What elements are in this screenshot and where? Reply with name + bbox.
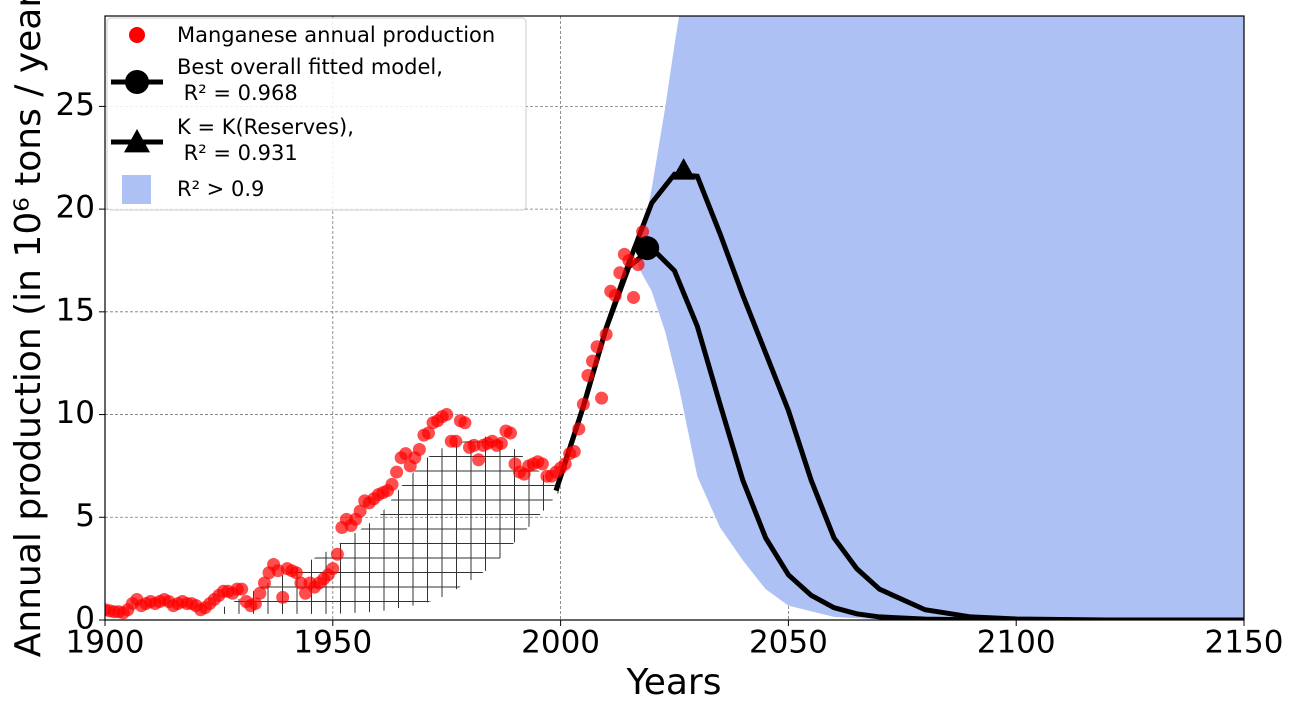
y-tick-label: 0 [75,601,95,637]
data-point [631,258,645,272]
data-point [613,266,627,280]
data-point [608,288,622,302]
data-point [535,457,549,471]
data-point [449,434,463,448]
data-point [257,576,271,590]
peak-marker [635,236,660,261]
data-point [421,426,435,440]
legend-label: Best overall fitted model, R² = 0.968 [177,55,443,105]
data-point [289,566,303,580]
peak-marker [671,158,696,180]
data-point [253,586,267,600]
data-point [472,453,486,467]
data-point [558,457,572,471]
data-point [330,547,344,561]
y-tick-label: 15 [56,292,95,328]
data-point [276,590,290,604]
data-point [595,391,609,405]
x-axis-label: Years [626,662,722,703]
data-point [585,354,599,368]
legend-label: K = K(Reserves), R² = 0.931 [177,115,354,165]
x-tick-label: 2150 [1205,625,1284,661]
data-point [326,562,340,576]
legend-marker [122,175,151,204]
data-point [567,445,581,459]
data-point [572,422,586,436]
legend-box [106,17,527,211]
confidence-band [638,16,1244,620]
hatched-region [218,435,561,614]
legend-label: Manganese annual production [177,23,496,47]
data-point [467,438,481,452]
data-point [590,340,604,354]
legend-marker [124,129,150,153]
x-tick-label: 2000 [521,625,600,661]
x-tick-label: 1900 [66,625,145,661]
legend-label: R² > 0.9 [177,177,265,201]
data-point [298,586,312,600]
x-tick-label: 1950 [293,625,372,661]
model-curve [553,171,1244,620]
data-point [440,408,454,422]
data-point [294,576,308,590]
data-point [458,416,472,430]
y-axis-label: Annual production (in 10⁶ tons / year) [8,0,49,657]
data-point [576,397,590,411]
y-tick-label: 20 [56,190,95,226]
data-point [353,504,367,518]
data-point [636,225,650,239]
legend-marker [129,27,145,43]
y-tick-label: 5 [75,498,95,534]
data-point [390,465,404,479]
data-point [626,290,640,304]
data-point [494,436,508,450]
y-tick-label: 10 [56,395,95,431]
x-tick-label: 2050 [749,625,828,661]
data-point [235,582,249,596]
data-point [385,477,399,491]
data-point [581,369,595,383]
data-point [599,327,613,341]
y-tick-label: 25 [56,87,95,123]
data-point [503,426,517,440]
data-point [248,597,262,611]
x-tick-label: 2100 [977,625,1056,661]
plot-frame [104,15,1245,621]
legend-marker [125,70,149,94]
data-point [412,442,426,456]
